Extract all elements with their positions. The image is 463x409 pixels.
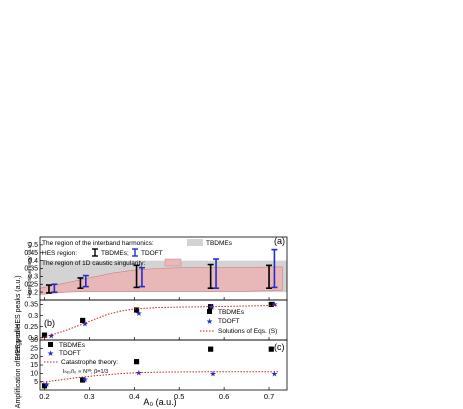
panel-c-legend: TBDMEs ★ TDOFT Catastrophe theory: Iₕₑₛ/… [44,342,118,375]
tdoft-point: ★ [81,319,88,328]
y-tick-label: 0.35 [24,302,38,309]
y-tick-label: 0.35 [24,266,38,273]
legend-b-tdoft-label: TDOFT [218,318,240,325]
tdoft-point: ★ [271,369,278,378]
y-tick-label: 0.3 [28,274,38,281]
legend-tdoft-bar-label: TDOFT [141,250,163,257]
theory-curve [39,371,278,383]
y-tick-label: 0.45 [24,250,38,257]
tbdme-point [80,377,86,383]
theory-curve [39,304,279,339]
y-tick-label: 0.25 [24,281,38,288]
panel-c-ylabel: Amplification of HES peaks [15,323,22,408]
y-tick-label: 5 [34,379,38,386]
legend-b-tdoft-marker: ★ [206,317,213,326]
tbdme-point [80,317,86,324]
x-axis-label: A₀ (a.u.) [143,397,176,407]
tdoft-point: ★ [81,375,88,384]
tbdme-point [133,359,140,365]
y-tick-label: 20 [30,354,38,361]
legend-tbdme-bar-icon [92,248,98,257]
y-tick-label: 0.4 [28,258,38,265]
panel-a: 0.20.250.30.350.40.450.5 [24,236,288,301]
tdoft-point: ★ [43,380,50,389]
y-tick-label: 30 [30,337,38,344]
legend-c-annotation-line2: Iₕₑₛ/I₀ ∝ N³ᵟ; β=1/3 [63,368,108,375]
tbdme-point [41,383,48,389]
y-tick-label: 15 [30,362,38,369]
x-tick-label: 0.2 [39,392,49,401]
panel-b-ylabel-text: Energy of HES peaks (a.u.) [15,275,22,360]
x-tick-label: 0.4 [129,392,139,401]
legend-caustic-swatch [164,258,182,267]
y-tick-label: 0.2 [28,289,38,296]
legend-b-tbdme-marker [207,309,212,314]
panel-b-ylabel: Energy of HES peaks (a.u.) [15,275,22,360]
y-tick-label: 0.2 [28,335,38,342]
legend-c-annotation-line1: Catastrophe theory: [61,359,118,366]
tbdme-point [268,301,274,308]
tdoft-point: ★ [271,300,278,309]
legend-interband-swatch [187,239,203,246]
panel-c-label: (c) [274,342,285,352]
legend-tbdme-fill-label: TBDMEs [206,240,233,247]
x-tick-label: 0.5 [174,392,184,401]
legend-b-solutions-label: Solutions of Eqs. (S) [218,328,277,335]
panel-b: 0.2 0.25 0.3 0.35 ★ ★ ★ ★ ★ [24,299,288,342]
panel-b-label: (b) [44,318,55,328]
legend-c-tbdme-marker [48,342,53,347]
y-tick-label: 0.5 [28,242,38,249]
legend-caustic-label: The region of 1D caustic singularity: [42,260,146,267]
panel-a-label: (a) [274,236,285,246]
y-tick-label: 0.3 [28,313,38,320]
panel-a-legend: The region of the interband harmonics: T… [42,239,233,267]
panel-c-ylabel-text: Amplification of HES peaks [15,323,22,408]
panel-a-ylabel: Harmonic energy (a.u.) [27,242,33,298]
legend-tbdme-bar-label: TBDMEs; [101,250,129,257]
tbdme-point [133,307,140,313]
legend-c-tbdme-label: TBDMEs [59,342,86,349]
legend-tdoft-bar-icon [132,248,138,257]
tdoft-point: ★ [209,369,216,378]
caustic-region [39,266,283,295]
tdoft-point: ★ [48,332,55,341]
tdoft-point: ★ [135,309,142,318]
x-tick-label: 0.6 [219,392,229,401]
tdoft-point: ★ [208,303,215,312]
x-tick-label: 0.7 [264,392,274,401]
tbdme-point [41,332,48,338]
legend-b-tbdme-label: TBDMEs [218,309,245,316]
y-tick-label: 10 [30,371,38,378]
tbdme-point [208,346,214,352]
legend-interband-label: The region of the interband harmonics: [42,240,154,247]
y-tick-label: 0.25 [24,324,38,331]
panel-b-legend: TBDMEs ★ TDOFT Solutions of Eqs. (S) [200,309,277,335]
x-tick-label: 0.3 [84,392,94,401]
legend-c-tdoft-marker: ★ [47,349,54,358]
tbdme-point [268,346,274,352]
y-tick-label: 25 [30,346,38,353]
legend-c-tdoft-label: TDOFT [59,350,81,357]
legend-hes-label: HES region: [42,250,77,257]
